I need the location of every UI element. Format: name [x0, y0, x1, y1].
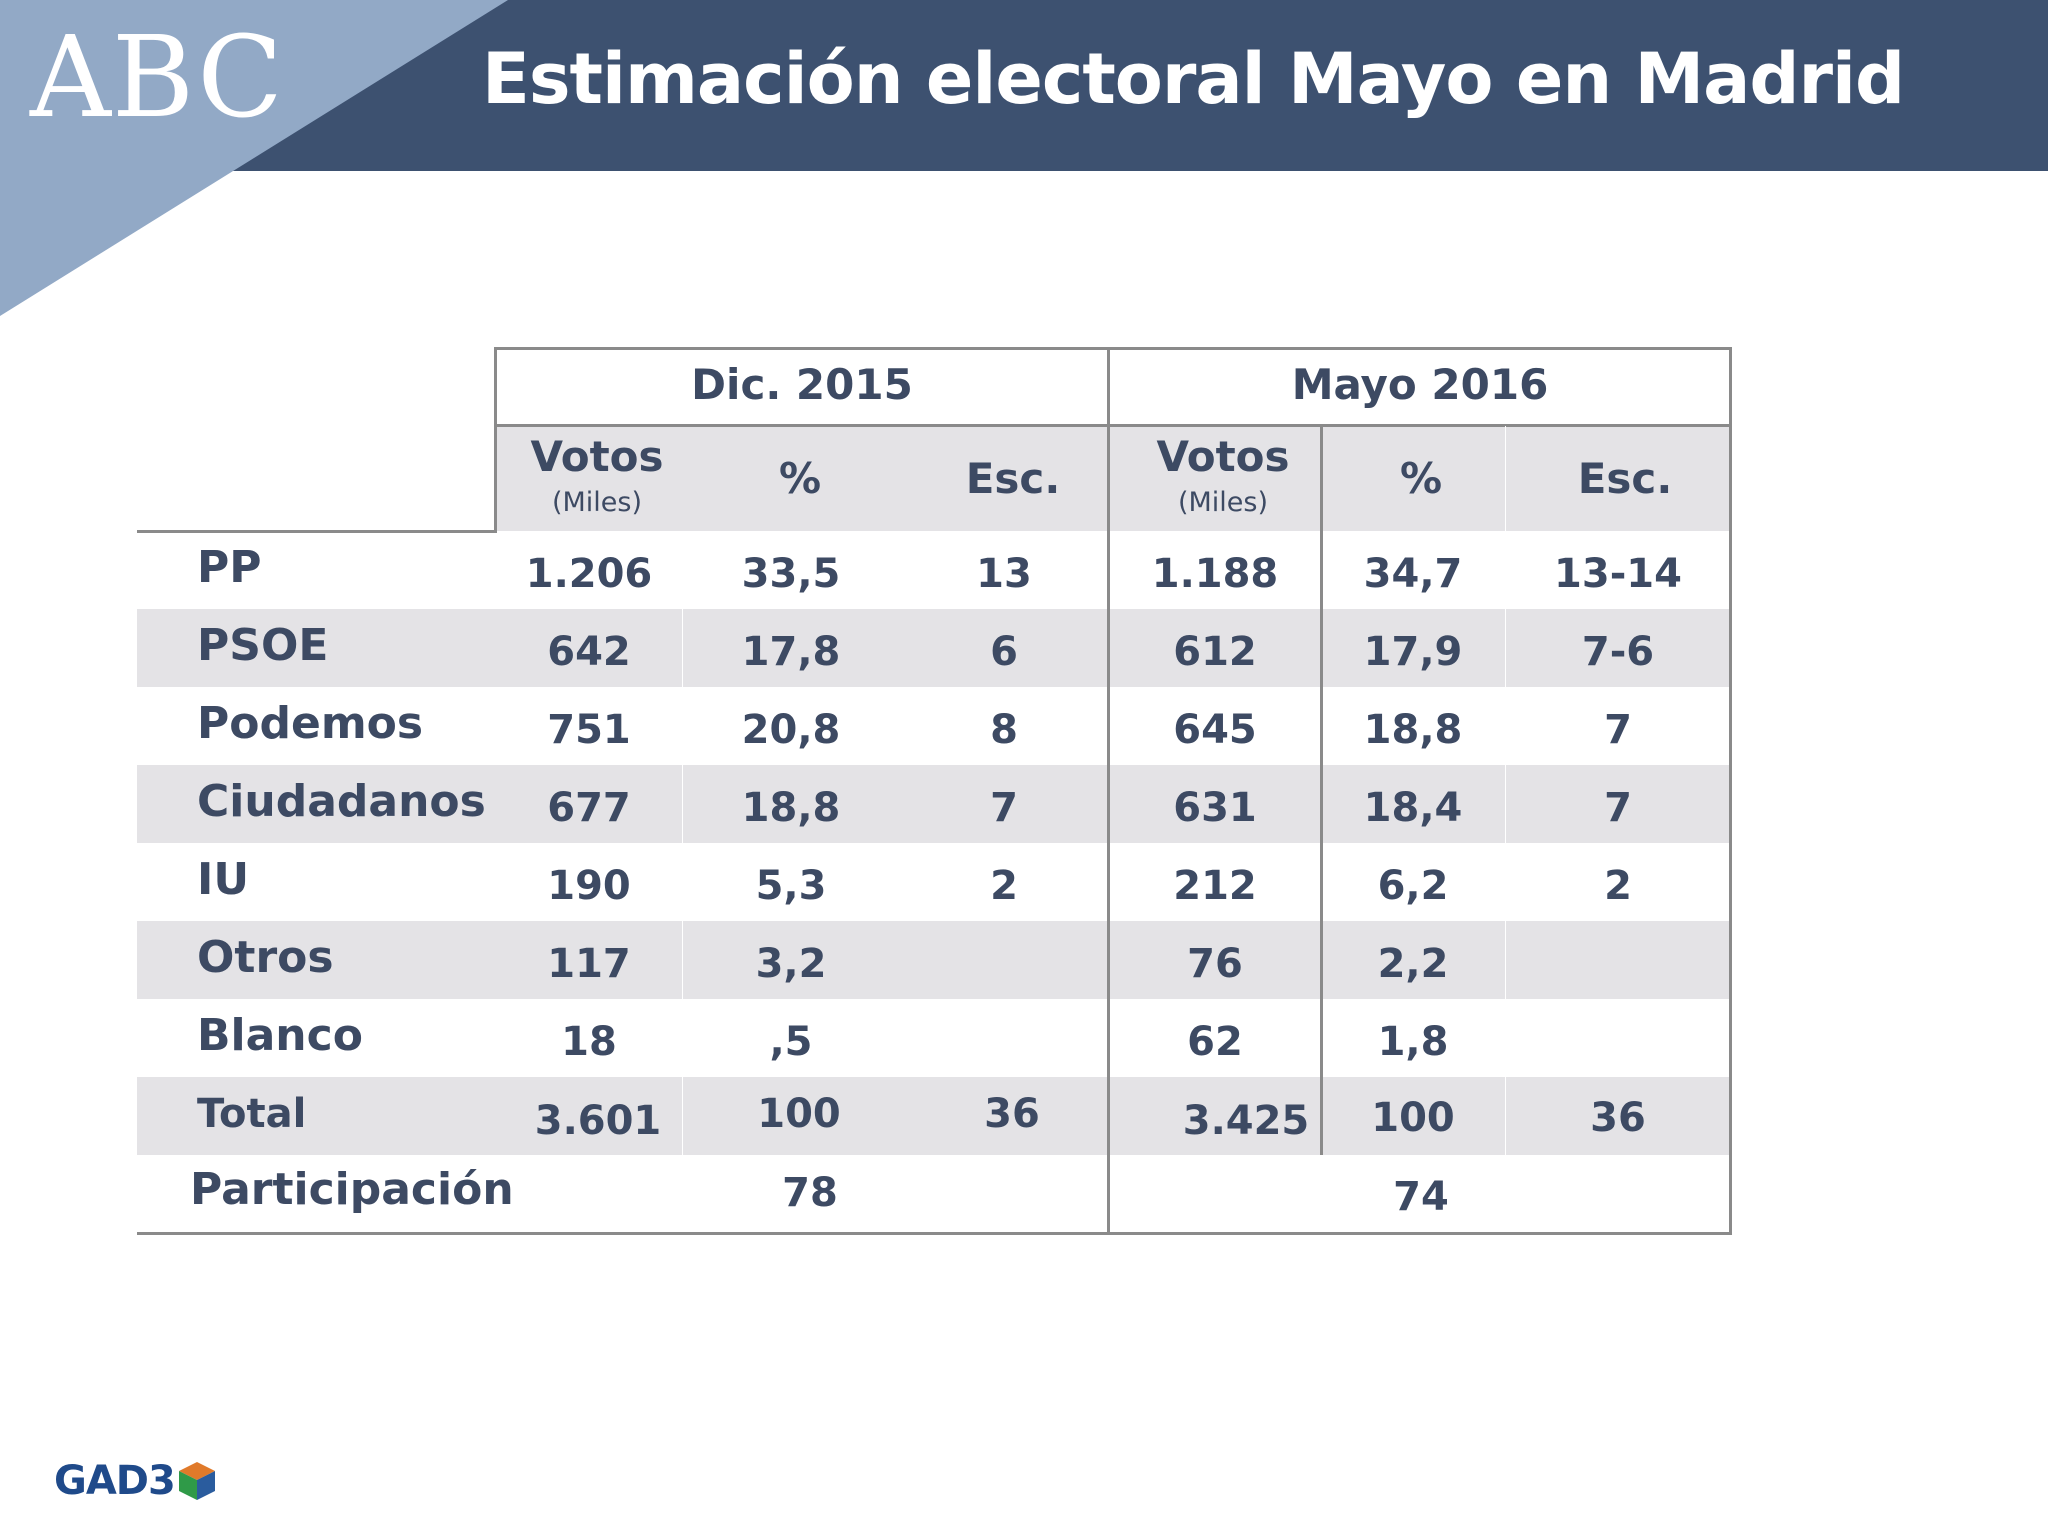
esc-dic: 13: [976, 551, 1032, 597]
pct-mayo: 17,9: [1363, 629, 1463, 675]
votos-mayo-total: 3.425: [1182, 1098, 1310, 1144]
col-header-pct-dic: %: [778, 454, 822, 503]
abc-logo: ABC: [30, 13, 284, 143]
col-header-esc-mayo: Esc.: [1577, 454, 1673, 503]
pct-mayo: 6,2: [1377, 863, 1449, 909]
votos-mayo: 76: [1187, 941, 1243, 987]
pct-dic-total: 100: [757, 1091, 841, 1137]
pct-dic: 5,3: [755, 863, 827, 909]
row-band-psoe: [137, 609, 1732, 687]
esc-dic: 8: [990, 707, 1018, 753]
participation-mayo-2016: 74: [1393, 1174, 1449, 1220]
participation-label: Participación: [190, 1164, 514, 1215]
esc-dic: 2: [990, 863, 1018, 909]
party-label: Ciudadanos: [197, 776, 486, 827]
pct-mayo: 18,8: [1363, 707, 1463, 753]
party-label: Blanco: [197, 1010, 363, 1061]
esc-dic: 7: [990, 785, 1018, 831]
esc-mayo-total: 36: [1590, 1095, 1646, 1141]
mayo-votos-divider: [1320, 426, 1323, 1155]
group-header-mayo-2016: Mayo 2016: [1291, 360, 1549, 409]
header-bottom-border: [137, 530, 497, 533]
votos-dic: 18: [561, 1019, 617, 1065]
pct-mayo-total: 100: [1371, 1095, 1455, 1141]
party-label: PP: [197, 542, 262, 593]
pct-dic: 18,8: [741, 785, 841, 831]
votos-mayo: 212: [1173, 863, 1257, 909]
party-label: Podemos: [197, 698, 424, 749]
pct-mayo: 18,4: [1363, 785, 1463, 831]
dic-votos-divider: [682, 531, 683, 1155]
right-border: [1729, 347, 1732, 1234]
pct-dic: ,5: [769, 1019, 813, 1065]
esc-mayo: 7: [1604, 785, 1632, 831]
pct-mayo: 1,8: [1377, 1019, 1449, 1065]
esc-dic-total: 36: [984, 1091, 1040, 1137]
group-header-dic-2015: Dic. 2015: [691, 360, 913, 409]
header-corner-triangle: [0, 0, 508, 316]
top-border: [494, 347, 1732, 350]
col-unit-miles-dic: (Miles): [551, 487, 643, 518]
bottom-border: [137, 1232, 1732, 1235]
party-label: IU: [197, 854, 250, 905]
row-band-ciudadanos: [137, 765, 1732, 843]
participation-dic-2015: 78: [782, 1170, 838, 1216]
esc-mayo: 2: [1604, 863, 1632, 909]
votos-dic: 190: [547, 863, 631, 909]
group-header-border: [494, 424, 1732, 427]
esc-mayo: 7: [1604, 707, 1632, 753]
total-label: Total: [197, 1091, 307, 1137]
pct-dic: 33,5: [741, 551, 841, 597]
esc-mayo: 13-14: [1554, 551, 1682, 597]
pct-mayo: 34,7: [1363, 551, 1463, 597]
votos-dic-total: 3.601: [534, 1098, 662, 1144]
mayo-pct-divider: [1505, 426, 1506, 1155]
party-label: PSOE: [197, 620, 329, 671]
votos-mayo: 1.188: [1151, 551, 1279, 597]
col-header-votos-mayo: Votos: [1156, 432, 1290, 481]
votos-dic: 642: [547, 629, 631, 675]
gad3-logo-text: GAD3: [54, 1458, 176, 1504]
row-band-otros: [137, 921, 1732, 999]
votos-mayo: 631: [1173, 785, 1257, 831]
votos-mayo: 62: [1187, 1019, 1243, 1065]
votos-dic: 117: [547, 941, 631, 987]
pct-dic: 3,2: [755, 941, 827, 987]
col-header-pct-mayo: %: [1399, 454, 1443, 503]
pct-mayo: 2,2: [1377, 941, 1449, 987]
esc-dic: 6: [990, 629, 1018, 675]
cube-icon: [178, 1462, 215, 1500]
subheader-band: [496, 426, 1732, 531]
votos-mayo: 612: [1173, 629, 1257, 675]
left-header-border: [494, 347, 497, 532]
party-label: Otros: [197, 932, 334, 983]
col-unit-miles-mayo: (Miles): [1177, 487, 1269, 518]
page-title: Estimación electoral Mayo en Madrid: [482, 38, 1905, 120]
group-divider: [1107, 347, 1110, 1234]
pct-dic: 20,8: [741, 707, 841, 753]
esc-mayo: 7-6: [1581, 629, 1655, 675]
pct-dic: 17,8: [741, 629, 841, 675]
col-header-votos-dic: Votos: [530, 432, 664, 481]
votos-dic: 751: [547, 707, 631, 753]
votos-dic: 1.206: [525, 551, 653, 597]
votos-dic: 677: [547, 785, 631, 831]
gad3-logo: GAD3: [54, 1460, 217, 1502]
row-band-total: [137, 1077, 1732, 1155]
votos-mayo: 645: [1173, 707, 1257, 753]
col-header-esc-dic: Esc.: [965, 454, 1061, 503]
